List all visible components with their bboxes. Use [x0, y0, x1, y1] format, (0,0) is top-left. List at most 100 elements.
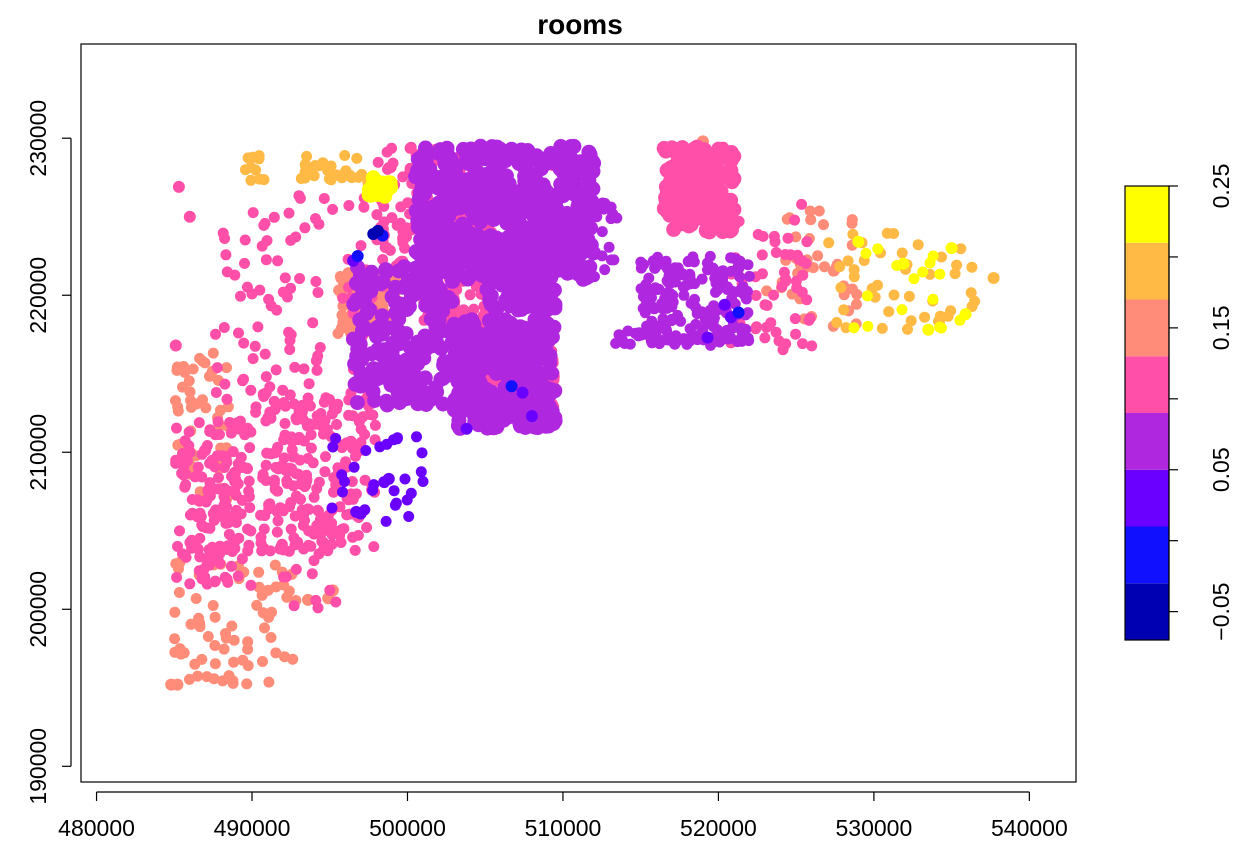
- data-point: [422, 261, 438, 277]
- data-point: [236, 494, 248, 506]
- data-point: [987, 272, 1000, 284]
- y-tick-label: 210000: [25, 414, 51, 491]
- data-point: [796, 255, 808, 267]
- data-point: [512, 239, 528, 255]
- data-point: [299, 222, 311, 234]
- data-point: [391, 324, 407, 340]
- data-point: [244, 502, 256, 514]
- data-points: [165, 135, 1000, 691]
- x-tick-label: 490000: [214, 815, 291, 841]
- data-point: [380, 515, 392, 527]
- data-point: [596, 226, 608, 238]
- data-point: [581, 201, 592, 212]
- data-point: [488, 317, 504, 333]
- data-point: [186, 494, 198, 505]
- colorbar-tick-label: 0.15: [1208, 305, 1234, 350]
- data-point: [242, 660, 254, 672]
- data-point: [622, 325, 634, 337]
- data-point: [355, 240, 367, 252]
- data-point: [177, 448, 188, 460]
- data-point: [959, 308, 972, 321]
- color-legend: −0.05 0.05 0.15 0.25: [1124, 164, 1234, 641]
- data-point: [486, 154, 502, 170]
- data-point: [418, 272, 434, 288]
- data-point: [693, 168, 709, 184]
- data-point: [726, 148, 742, 164]
- data-point: [171, 571, 183, 583]
- data-point: [320, 451, 331, 463]
- data-point: [429, 238, 445, 254]
- data-point: [649, 282, 661, 294]
- data-point: [311, 364, 323, 376]
- data-point: [666, 301, 678, 313]
- data-point: [239, 234, 251, 246]
- data-point: [726, 171, 742, 187]
- data-point: [308, 170, 320, 182]
- data-point: [487, 273, 503, 289]
- data-point: [336, 523, 348, 535]
- data-point: [278, 571, 290, 583]
- data-point: [372, 362, 388, 378]
- data-point: [519, 156, 535, 172]
- data-point: [305, 419, 317, 430]
- data-point: [384, 289, 400, 305]
- data-point: [443, 151, 459, 166]
- data-point: [192, 461, 204, 473]
- chart-title: rooms: [537, 9, 623, 40]
- data-point: [222, 576, 234, 588]
- data-point: [194, 507, 206, 519]
- data-point: [173, 587, 185, 598]
- data-point: [276, 538, 288, 550]
- data-point: [706, 194, 722, 210]
- data-point: [399, 242, 411, 254]
- data-point: [172, 180, 185, 193]
- data-point: [835, 282, 847, 294]
- data-point: [483, 420, 499, 436]
- data-point: [503, 315, 519, 331]
- data-point: [501, 176, 517, 192]
- data-point: [547, 300, 563, 316]
- data-point: [851, 288, 863, 300]
- data-point: [339, 150, 351, 161]
- data-point: [417, 476, 429, 487]
- data-point: [340, 165, 352, 177]
- data-point: [193, 417, 205, 429]
- data-point: [403, 289, 419, 305]
- data-point: [872, 243, 884, 255]
- data-point: [659, 195, 675, 211]
- data-point: [194, 621, 206, 633]
- data-point: [444, 238, 460, 254]
- data-point: [371, 209, 383, 221]
- data-point: [782, 232, 794, 244]
- data-point: [718, 298, 731, 311]
- data-point: [596, 250, 608, 262]
- data-point: [525, 171, 541, 187]
- data-point: [256, 240, 268, 252]
- data-point: [284, 335, 296, 346]
- data-point: [459, 322, 475, 338]
- data-point: [486, 211, 502, 227]
- data-point: [922, 323, 935, 336]
- data-point: [209, 611, 221, 623]
- data-point: [230, 473, 242, 485]
- data-point: [756, 249, 768, 261]
- data-point: [250, 406, 262, 418]
- data-point: [966, 261, 978, 273]
- data-point: [717, 141, 730, 154]
- data-point: [231, 417, 243, 429]
- data-point: [411, 431, 422, 443]
- data-point: [502, 214, 517, 230]
- data-point: [289, 361, 301, 373]
- data-point: [445, 273, 460, 289]
- data-point: [648, 256, 660, 268]
- data-point: [283, 545, 295, 557]
- data-point: [496, 412, 512, 428]
- data-point: [750, 290, 762, 301]
- data-point: [327, 441, 339, 453]
- data-point: [315, 408, 327, 419]
- data-point: [236, 553, 248, 565]
- data-point: [492, 197, 508, 213]
- data-point: [169, 646, 181, 658]
- data-point: [681, 168, 697, 184]
- data-point: [204, 370, 215, 382]
